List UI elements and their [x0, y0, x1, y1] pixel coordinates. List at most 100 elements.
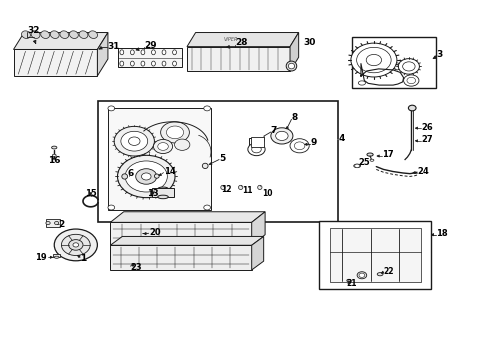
Circle shape	[251, 146, 261, 153]
Bar	[117, 48, 182, 67]
Circle shape	[121, 131, 147, 151]
Polygon shape	[97, 32, 108, 76]
Ellipse shape	[41, 31, 49, 39]
Ellipse shape	[366, 153, 372, 156]
Text: 14: 14	[163, 167, 175, 176]
Ellipse shape	[172, 50, 176, 55]
Bar	[108, 108, 210, 210]
Circle shape	[108, 106, 114, 111]
Text: 13: 13	[146, 189, 158, 198]
Ellipse shape	[353, 164, 360, 168]
Circle shape	[128, 137, 140, 145]
Ellipse shape	[60, 31, 69, 39]
Bar	[318, 221, 430, 289]
Bar	[249, 138, 262, 152]
Text: 32: 32	[27, 26, 40, 35]
Text: 24: 24	[416, 167, 428, 176]
Circle shape	[68, 240, 83, 250]
Ellipse shape	[358, 81, 365, 85]
Ellipse shape	[285, 61, 296, 71]
Bar	[53, 254, 61, 257]
Bar	[329, 228, 420, 282]
Ellipse shape	[52, 146, 57, 149]
Circle shape	[114, 126, 154, 156]
Circle shape	[356, 48, 390, 73]
Bar	[110, 222, 251, 245]
Circle shape	[247, 143, 264, 156]
Circle shape	[141, 173, 151, 180]
Text: 23: 23	[130, 263, 142, 272]
Bar	[251, 136, 263, 147]
Text: 15: 15	[84, 189, 96, 198]
Ellipse shape	[202, 163, 208, 168]
Text: 28: 28	[234, 38, 247, 47]
Ellipse shape	[376, 273, 382, 276]
Circle shape	[356, 272, 366, 279]
Ellipse shape	[369, 159, 373, 161]
Circle shape	[136, 169, 157, 184]
Circle shape	[54, 229, 97, 261]
Bar	[351, 37, 435, 88]
Text: 18: 18	[435, 229, 447, 238]
Ellipse shape	[172, 61, 176, 66]
Polygon shape	[289, 32, 298, 71]
Polygon shape	[14, 32, 108, 49]
Circle shape	[270, 128, 292, 144]
Circle shape	[403, 75, 418, 86]
Bar	[152, 189, 173, 197]
Ellipse shape	[122, 174, 127, 179]
Ellipse shape	[151, 50, 155, 55]
Ellipse shape	[120, 61, 123, 66]
Circle shape	[108, 205, 114, 210]
Polygon shape	[251, 237, 263, 270]
Text: 10: 10	[261, 189, 272, 198]
Text: 9: 9	[309, 139, 316, 148]
Circle shape	[358, 273, 364, 277]
Ellipse shape	[141, 61, 144, 66]
Text: 20: 20	[149, 228, 161, 237]
Text: 6: 6	[127, 169, 134, 178]
Ellipse shape	[54, 221, 59, 225]
Text: 16: 16	[48, 156, 61, 165]
Ellipse shape	[158, 195, 168, 199]
Ellipse shape	[238, 185, 243, 189]
Circle shape	[117, 155, 175, 198]
Circle shape	[174, 139, 189, 150]
Circle shape	[203, 106, 210, 111]
Ellipse shape	[288, 63, 294, 69]
Ellipse shape	[50, 31, 59, 39]
Text: 4: 4	[338, 134, 344, 143]
Text: 7: 7	[269, 126, 276, 135]
Text: 2: 2	[58, 220, 64, 229]
Ellipse shape	[120, 50, 123, 55]
Bar	[186, 47, 289, 71]
Circle shape	[350, 43, 396, 77]
Polygon shape	[14, 49, 97, 76]
Text: VIPER: VIPER	[223, 37, 237, 42]
Text: 12: 12	[221, 185, 231, 194]
Ellipse shape	[31, 31, 40, 39]
Ellipse shape	[158, 187, 168, 190]
Ellipse shape	[21, 31, 30, 39]
Ellipse shape	[130, 50, 134, 55]
Polygon shape	[186, 32, 298, 47]
Ellipse shape	[257, 185, 262, 189]
Circle shape	[61, 234, 90, 256]
Polygon shape	[110, 212, 264, 222]
Text: 5: 5	[219, 154, 225, 163]
Ellipse shape	[130, 61, 134, 66]
Text: 22: 22	[383, 266, 393, 275]
Text: 30: 30	[303, 38, 315, 47]
Text: 1: 1	[80, 254, 86, 263]
Text: 11: 11	[242, 186, 252, 195]
Text: 17: 17	[382, 150, 393, 159]
Text: 27: 27	[421, 135, 432, 144]
Circle shape	[406, 77, 415, 84]
Text: 26: 26	[421, 123, 433, 132]
Circle shape	[366, 54, 381, 66]
Circle shape	[203, 205, 210, 210]
Ellipse shape	[220, 185, 224, 189]
Text: 21: 21	[346, 279, 356, 288]
Circle shape	[158, 143, 168, 150]
Text: 3: 3	[435, 50, 442, 59]
